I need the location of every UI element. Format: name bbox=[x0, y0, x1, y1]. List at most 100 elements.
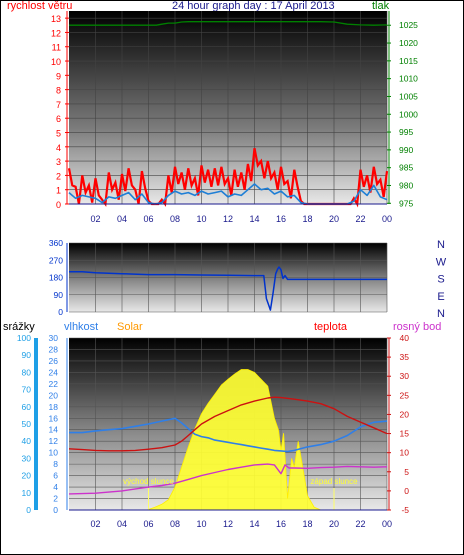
sunset-label: západ slunce bbox=[310, 477, 358, 486]
temperature-tick-label: 0 bbox=[404, 486, 409, 496]
humidity-tick-label: 14 bbox=[49, 425, 59, 435]
solar-label: Solar bbox=[117, 321, 143, 333]
direction-tick-label: 360 bbox=[49, 238, 63, 248]
x-tick-label: 18 bbox=[302, 214, 312, 224]
x-tick-label: 00 bbox=[382, 214, 392, 224]
wind-speed-tick-label: 0 bbox=[56, 200, 61, 210]
wind-speed-tick-label: 13 bbox=[51, 14, 61, 24]
wind-speed-axis-label: rychlost větru bbox=[7, 0, 73, 12]
direction-tick-label: 0 bbox=[58, 307, 63, 317]
pressure-tick-label: 1005 bbox=[399, 91, 418, 101]
pressure-tick-label: 990 bbox=[399, 145, 413, 155]
wind-speed-tick-label: 8 bbox=[56, 86, 61, 96]
humidity-tick-label: 22 bbox=[49, 379, 59, 389]
rain-tick-label: 0 bbox=[26, 505, 31, 515]
wind-speed-tick-label: 5 bbox=[56, 129, 61, 139]
wind-speed-tick-label: 9 bbox=[56, 71, 61, 81]
rain-tick-label: 100 bbox=[17, 333, 31, 343]
rain-tick-label: 50 bbox=[22, 419, 32, 429]
pressure-tick-label: 1020 bbox=[399, 38, 418, 48]
x-tick-label: 20 bbox=[329, 519, 339, 529]
rain-tick-label: 30 bbox=[22, 453, 32, 463]
direction-tick-label: 270 bbox=[49, 255, 63, 265]
rain-tick-label: 60 bbox=[22, 402, 32, 412]
wind-speed-tick-label: 11 bbox=[52, 43, 61, 53]
compass-label: N bbox=[437, 308, 445, 320]
temperature-line bbox=[68, 396, 388, 452]
wind-speed-tick-label: 7 bbox=[56, 100, 61, 110]
humidity-tick-label: 16 bbox=[49, 413, 59, 423]
x-tick-label: 14 bbox=[249, 214, 259, 224]
rain-tick-label: 80 bbox=[22, 367, 32, 377]
humidity-tick-label: 20 bbox=[49, 390, 59, 400]
x-tick-label: 10 bbox=[196, 519, 206, 529]
pressure-tick-label: 980 bbox=[399, 180, 413, 190]
temperature-tick-label: 30 bbox=[400, 371, 410, 381]
dewpoint-axis-label: rosný bod bbox=[393, 321, 442, 333]
x-tick-label: 16 bbox=[276, 214, 286, 224]
humidity-tick-label: 18 bbox=[49, 402, 59, 412]
x-tick-label: 02 bbox=[90, 214, 100, 224]
wind-speed-tick-label: 12 bbox=[51, 28, 61, 38]
solar-area bbox=[69, 369, 387, 511]
wind-speed-tick-label: 3 bbox=[56, 157, 61, 167]
humidity-tick-label: 2 bbox=[53, 494, 58, 504]
temperature-tick-label: 5 bbox=[404, 467, 409, 477]
wind-speed-tick-label: 1 bbox=[56, 186, 61, 196]
pressure-line bbox=[69, 21, 388, 26]
x-tick-label: 10 bbox=[196, 214, 206, 224]
direction-tick-label: 90 bbox=[54, 290, 64, 300]
humidity-tick-label: 4 bbox=[53, 482, 58, 492]
x-tick-label: 12 bbox=[223, 519, 233, 529]
humidity-axis-label: vlhkost bbox=[64, 321, 99, 333]
x-tick-label: 06 bbox=[143, 214, 153, 224]
x-tick-label: 04 bbox=[117, 214, 127, 224]
x-tick-label: 00 bbox=[382, 519, 392, 529]
x-tick-label: 18 bbox=[302, 519, 312, 529]
rain-axis-label: srážky bbox=[3, 321, 35, 333]
x-tick-label: 04 bbox=[117, 519, 127, 529]
pressure-tick-label: 1000 bbox=[399, 109, 418, 119]
humidity-tick-label: 28 bbox=[49, 344, 59, 354]
pressure-tick-label: 1010 bbox=[399, 74, 418, 84]
temperature-tick-label: 15 bbox=[400, 429, 410, 439]
wind-speed-tick-label: 6 bbox=[56, 114, 61, 124]
compass-label: S bbox=[437, 274, 444, 286]
humidity-tick-label: 10 bbox=[49, 448, 59, 458]
chart-title: 24 hour graph day : 17 April 2013 bbox=[172, 0, 335, 12]
rain-tick-label: 90 bbox=[22, 350, 32, 360]
pressure-tick-label: 985 bbox=[399, 163, 413, 173]
humidity-tick-label: 0 bbox=[53, 505, 58, 515]
humidity-tick-label: 30 bbox=[49, 333, 59, 343]
x-tick-label: 06 bbox=[143, 519, 153, 529]
temperature-tick-label: 40 bbox=[400, 333, 410, 343]
pressure-tick-label: 975 bbox=[399, 198, 413, 208]
compass-label: N bbox=[437, 239, 445, 251]
temperature-tick-label: 10 bbox=[400, 448, 410, 458]
sunrise-label: východ slunce bbox=[123, 477, 174, 486]
x-tick-label: 20 bbox=[329, 214, 339, 224]
x-tick-label: 22 bbox=[355, 519, 365, 529]
compass-label: W bbox=[436, 256, 447, 268]
temperature-tick-label: 20 bbox=[400, 409, 410, 419]
x-tick-label: 22 bbox=[355, 214, 365, 224]
temperature-tick-label: 35 bbox=[400, 352, 410, 362]
x-tick-label: 16 bbox=[276, 519, 286, 529]
pressure-tick-label: 1015 bbox=[399, 56, 418, 66]
compass-label: E bbox=[437, 291, 444, 303]
x-tick-label: 08 bbox=[170, 519, 180, 529]
temperature-tick-label: 25 bbox=[400, 390, 410, 400]
wind-speed-tick-label: 10 bbox=[51, 57, 61, 67]
pressure-axis-label: tlak bbox=[372, 0, 390, 12]
x-tick-label: 08 bbox=[170, 214, 180, 224]
humidity-line bbox=[69, 417, 388, 453]
humidity-tick-label: 8 bbox=[53, 459, 58, 469]
x-tick-label: 12 bbox=[223, 214, 233, 224]
rain-tick-label: 40 bbox=[22, 436, 32, 446]
temperature-tick-label: -5 bbox=[401, 505, 409, 515]
dewpoint-line bbox=[68, 463, 388, 495]
wind-direction-line bbox=[69, 266, 387, 311]
rain-tick-label: 20 bbox=[22, 471, 32, 481]
x-tick-label: 02 bbox=[90, 519, 100, 529]
